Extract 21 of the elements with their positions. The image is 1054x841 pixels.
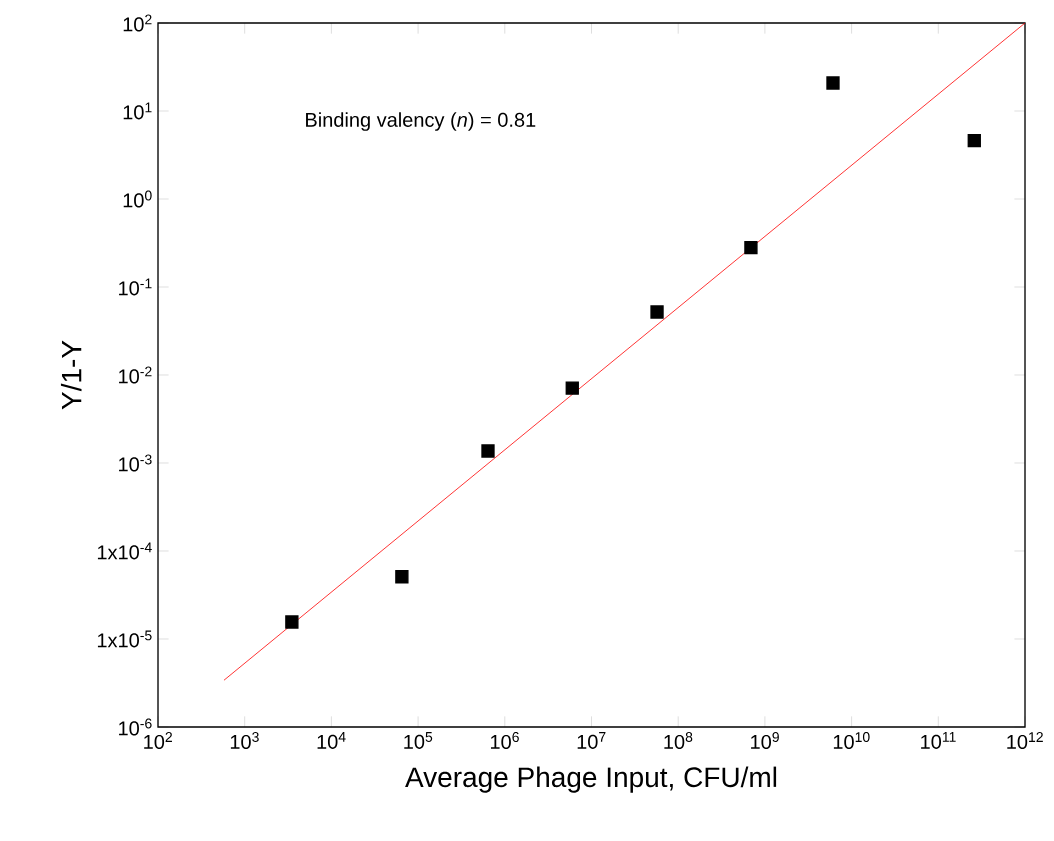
y-tick-label: 1x10$^{-5}$ [97,630,152,648]
x-tick-label: 10$^{11}$ [921,732,956,749]
x-tick-label: 10$^{4}$ [317,732,346,749]
x-tick-label: 10$^{9}$ [751,732,779,750]
x-tick-label: 10$^{7}$ [577,732,606,749]
x-axis-title: Average Phage Input, CFU/ml [405,766,777,793]
x-tick-label: 10$^{3}$ [230,732,259,750]
x-tick-label: 10$^{12}$ [1007,732,1043,750]
y-tick-label: 10$^{1}$ [123,102,152,120]
annotation: Binding valency (n) = 0.81 [306,112,536,131]
y-tick-label: 1x10$^{-4}$ [97,542,152,560]
x-tick-label: 10$^{8}$ [664,732,693,750]
x-tick-label: 10$^{5}$ [404,732,433,749]
y-tick-label: 10$^{0}$ [123,190,152,208]
y-tick-label: 10$^{-2}$ [119,366,152,384]
y-axis-title: Y/1-Y [60,340,82,410]
y-tick-label: 10$^{-3}$ [119,454,152,472]
x-tick-label: 10$^{6}$ [490,732,519,750]
x-tick-label: 10$^{10}$ [833,732,870,750]
y-tick-label: 10$^{-1}$ [119,278,152,296]
y-tick-label: 10$^{2}$ [123,14,152,32]
